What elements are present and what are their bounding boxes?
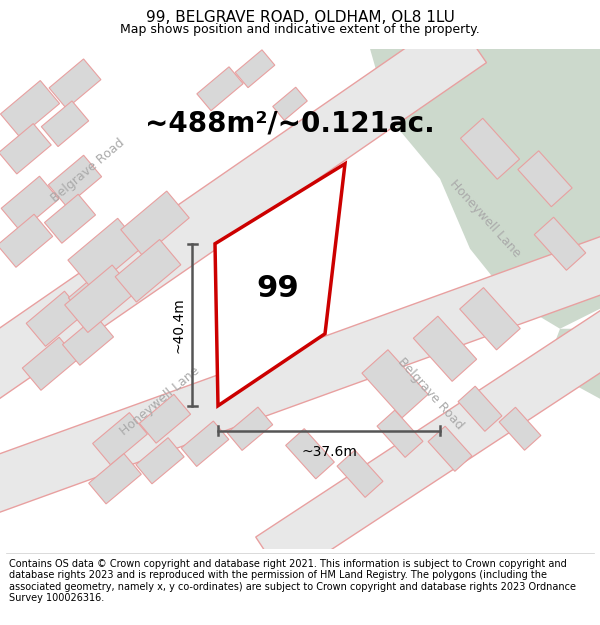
Text: Honeywell Lane: Honeywell Lane — [447, 177, 523, 260]
Polygon shape — [68, 268, 122, 319]
Polygon shape — [256, 307, 600, 581]
Text: 99, BELGRAVE ROAD, OLDHAM, OL8 1LU: 99, BELGRAVE ROAD, OLDHAM, OL8 1LU — [146, 10, 454, 25]
Polygon shape — [68, 218, 142, 289]
Text: Map shows position and indicative extent of the property.: Map shows position and indicative extent… — [120, 23, 480, 36]
Polygon shape — [460, 118, 520, 179]
Polygon shape — [0, 214, 53, 268]
Polygon shape — [1, 81, 59, 137]
Polygon shape — [460, 288, 520, 350]
Polygon shape — [499, 408, 541, 450]
Polygon shape — [65, 265, 136, 332]
Polygon shape — [181, 421, 229, 466]
Polygon shape — [62, 316, 113, 365]
Polygon shape — [121, 191, 189, 256]
Text: ~40.4m: ~40.4m — [172, 297, 186, 352]
Polygon shape — [545, 329, 600, 399]
Polygon shape — [0, 15, 487, 408]
Text: 99: 99 — [257, 274, 299, 303]
Polygon shape — [458, 386, 502, 431]
Polygon shape — [22, 338, 78, 390]
Polygon shape — [518, 151, 572, 207]
Polygon shape — [227, 407, 273, 451]
Polygon shape — [92, 412, 148, 465]
Polygon shape — [0, 124, 51, 174]
Polygon shape — [197, 67, 243, 111]
Polygon shape — [286, 429, 334, 479]
Polygon shape — [115, 239, 181, 302]
Polygon shape — [49, 59, 101, 109]
Polygon shape — [49, 155, 101, 206]
Text: Contains OS data © Crown copyright and database right 2021. This information is : Contains OS data © Crown copyright and d… — [9, 559, 576, 603]
Polygon shape — [370, 49, 600, 329]
Polygon shape — [26, 291, 84, 346]
Text: Honeywell Lane: Honeywell Lane — [118, 364, 202, 438]
Polygon shape — [377, 410, 423, 458]
Polygon shape — [273, 88, 307, 120]
Text: ~488m²/~0.121ac.: ~488m²/~0.121ac. — [145, 110, 435, 138]
Text: Belgrave Road: Belgrave Road — [395, 356, 466, 432]
Polygon shape — [413, 316, 476, 381]
Text: ~37.6m: ~37.6m — [301, 445, 357, 459]
Polygon shape — [428, 426, 472, 471]
Polygon shape — [215, 164, 345, 406]
Polygon shape — [337, 450, 383, 498]
Polygon shape — [136, 438, 184, 484]
Polygon shape — [235, 50, 275, 88]
Polygon shape — [139, 394, 191, 443]
Polygon shape — [44, 194, 95, 243]
Polygon shape — [41, 101, 89, 147]
Polygon shape — [362, 350, 428, 418]
Polygon shape — [89, 454, 141, 504]
Polygon shape — [534, 217, 586, 270]
Polygon shape — [1, 176, 59, 231]
Text: Belgrave Road: Belgrave Road — [49, 136, 127, 205]
Polygon shape — [0, 233, 600, 519]
